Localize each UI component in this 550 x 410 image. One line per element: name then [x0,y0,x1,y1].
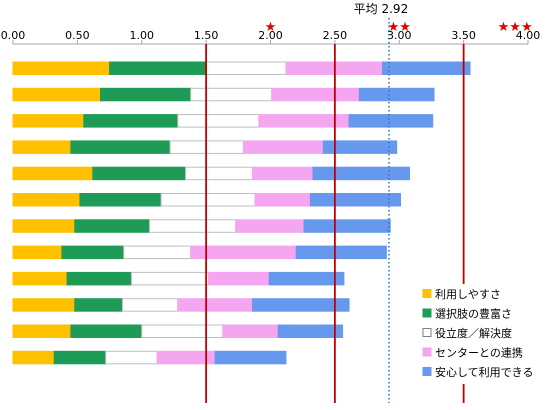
average-label: 平均 2.92 [354,2,409,16]
x-tick-label: 3.50 [451,29,476,42]
bar-segment [130,271,210,286]
bar-segment [83,114,179,128]
x-tick-label: 1.00 [130,29,155,42]
star-marker: ★★★ [498,20,533,35]
bar-segment [70,140,171,154]
bar-segment [303,219,391,233]
bar-segment [205,61,287,75]
bar-segment [12,298,76,312]
bar-segment [121,298,179,312]
bar-segment [12,219,76,233]
legend-label: 役立度／解決度 [435,326,512,340]
legend-swatch [422,347,432,357]
bar-segment [160,193,256,207]
bar-segment [235,219,305,233]
x-tick-label: 2.50 [323,29,348,42]
bar-segment [348,114,434,128]
bar-segment [12,61,111,75]
bar-segment [12,193,81,207]
bar-segment [254,193,311,207]
bar-segment [61,245,125,260]
bar-segment [358,87,435,102]
bar-segment [251,166,314,181]
bar-segment [242,140,324,154]
bar-segment [214,350,287,365]
bar-segment [185,166,253,181]
x-tick-label: 4.00 [516,29,541,42]
bar-segment [177,114,260,128]
bar-segment [12,87,102,102]
bar-segment [53,350,107,365]
bar-segment [251,298,350,312]
legend-swatch [422,367,432,376]
legend-swatch [422,308,432,318]
star-marker: ★★ [388,20,411,35]
x-tick-label: 1.50 [194,29,219,42]
bar-segment [66,271,132,286]
bar-segment [190,87,273,102]
bar-segment [12,245,63,260]
bar-segment [382,61,471,75]
x-tick-label: 0.00 [1,29,26,42]
x-tick-label: 3.00 [387,29,412,42]
bar-segment [92,166,187,181]
legend-swatch [422,289,432,298]
x-tick-label: 2.00 [258,29,283,42]
star-marker: ★ [265,20,277,35]
bar-segment [177,298,253,312]
bar-segment [222,324,279,338]
bar-segment [74,298,123,312]
bar-segment [12,140,72,154]
bar-segment [70,324,143,338]
bar-segment [109,61,207,75]
bar-segment [268,271,345,286]
bar-segment [105,350,158,365]
annotations: 平均 2.92★ ★★ ★★★ [265,2,533,35]
bar-segment [12,166,94,181]
bar-segment [12,324,72,338]
bar-segment [295,245,387,260]
bar-segment [12,271,68,286]
legend-label: 安心して利用できる [435,365,533,379]
bar-segment [100,87,192,102]
bar-segment [79,193,162,207]
legend-label: 選択肢の豊富さ [435,307,512,321]
bar-area [12,61,471,365]
legend-swatch [422,328,432,337]
bar-segment [148,219,237,233]
bar-segment [277,324,344,338]
bar-segment [322,140,398,154]
bar-segment [12,114,85,128]
x-tick-label: 0.50 [65,29,90,42]
bar-segment [208,271,270,286]
x-axis: 0.00 0.50 1.00 1.50 2.00 2.50 3.00 3.50 4.00 [1,29,541,45]
legend-box [418,284,541,384]
bar-segment [12,350,55,365]
bar-segment [141,324,224,338]
reference-lines [205,18,465,403]
bar-segment [74,219,150,233]
bar-segment [309,193,402,207]
bar-segment [123,245,192,260]
bar-segment [271,87,360,102]
bar-segment [312,166,411,181]
legend-label: センターとの連携 [435,346,523,360]
legend-label: 利用しやすさ [435,288,501,301]
